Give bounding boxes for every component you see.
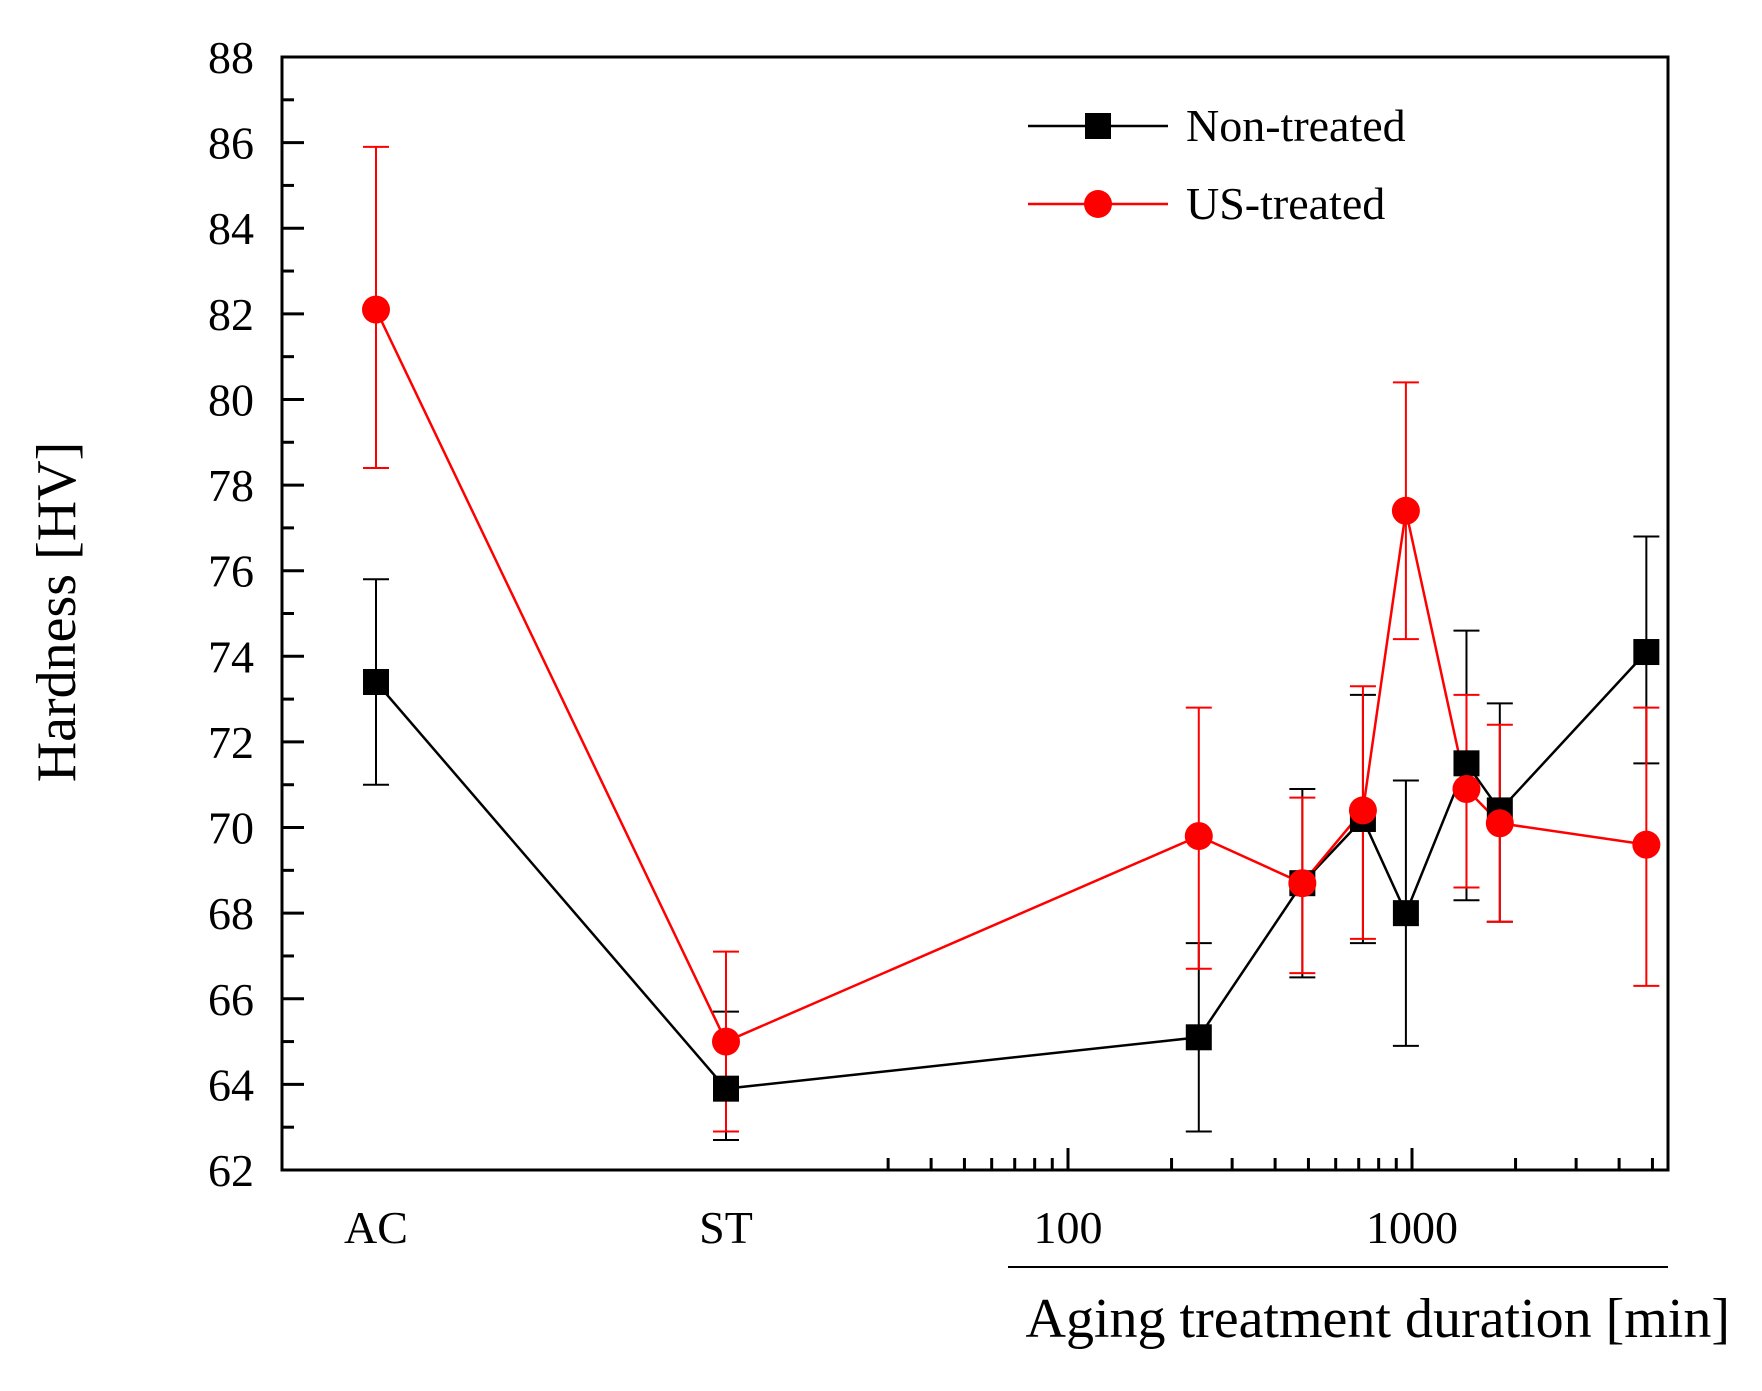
x-axis-title: Aging treatment duration [min]: [1026, 1288, 1730, 1350]
y-tick-label: 74: [208, 631, 254, 682]
axes-layer: 62 64 66 68 70 72 74 76 78 80 82 84 86 88 AC ST 100 1000: [208, 32, 1670, 1268]
legend-marker: [1085, 113, 1111, 139]
series-line-layer: [374, 309, 1648, 1090]
legend: Non-treated US-treated: [1028, 100, 1406, 229]
y-tick-label: 84: [208, 203, 254, 254]
data-point: [1452, 775, 1481, 804]
data-point: [1185, 1024, 1212, 1051]
data-point: [1485, 809, 1514, 838]
y-tick-label: 64: [208, 1059, 254, 1110]
data-point: [1392, 900, 1419, 927]
y-tick-label: 66: [208, 974, 254, 1025]
y-tick-label: 72: [208, 717, 254, 768]
data-point: [1632, 830, 1661, 859]
data-point: [712, 1027, 740, 1056]
data-point: [1288, 869, 1317, 898]
x-category-label: ST: [699, 1202, 753, 1253]
y-axis-title: Hardness [HV]: [26, 442, 88, 783]
data-point: [1633, 639, 1660, 666]
legend-label: Non-treated: [1186, 100, 1406, 151]
plot-frame: [280, 55, 1670, 1172]
legend-marker: [1084, 190, 1112, 218]
series-line: [375, 651, 1648, 1090]
series-line: [374, 309, 1647, 1044]
data-point: [363, 668, 389, 695]
x-tick-label: 1000: [1366, 1202, 1458, 1253]
data-point: [1453, 750, 1480, 777]
y-tick-label: 68: [208, 888, 254, 939]
data-point: [713, 1075, 739, 1102]
y-tick-label: 86: [208, 118, 254, 169]
y-tick-label: 62: [208, 1145, 254, 1196]
y-tick-label: 82: [208, 289, 254, 340]
data-point: [1348, 796, 1377, 825]
errorbar-layer: [363, 145, 1660, 1142]
y-tick-label: 88: [208, 32, 254, 83]
y-tick-label: 78: [208, 460, 254, 511]
x-category-label: AC: [344, 1202, 408, 1253]
marker-layer: [362, 295, 1661, 1102]
y-tick-label: 76: [208, 546, 254, 597]
data-point: [1184, 822, 1213, 851]
legend-label: US-treated: [1186, 178, 1385, 229]
data-point: [1391, 496, 1420, 525]
y-tick-label: 70: [208, 803, 254, 854]
y-tick-label: 80: [208, 374, 254, 425]
x-tick-label: 100: [1034, 1202, 1103, 1253]
data-point: [362, 295, 390, 324]
